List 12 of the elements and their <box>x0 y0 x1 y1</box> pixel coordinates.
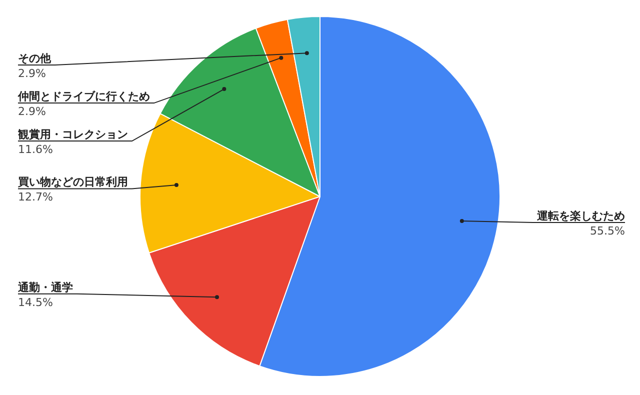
data-label: 2.9% <box>18 105 46 118</box>
data-label: 12.7% <box>18 190 53 204</box>
slice-label: 仲間とドライブに行くため <box>17 90 150 104</box>
slice-label: 観賞用・コレクション <box>17 128 128 142</box>
data-label: 14.5% <box>18 296 53 309</box>
data-label: 2.9% <box>18 67 46 80</box>
slice-label: 通勤・通学 <box>17 280 73 294</box>
slice-label: その他 <box>18 52 52 66</box>
data-label: 55.5% <box>590 224 625 238</box>
data-label: 11.6% <box>18 143 53 156</box>
slice-label: 運転を楽しむため <box>536 209 625 222</box>
slice-label: 買い物などの日常利用 <box>17 176 128 189</box>
